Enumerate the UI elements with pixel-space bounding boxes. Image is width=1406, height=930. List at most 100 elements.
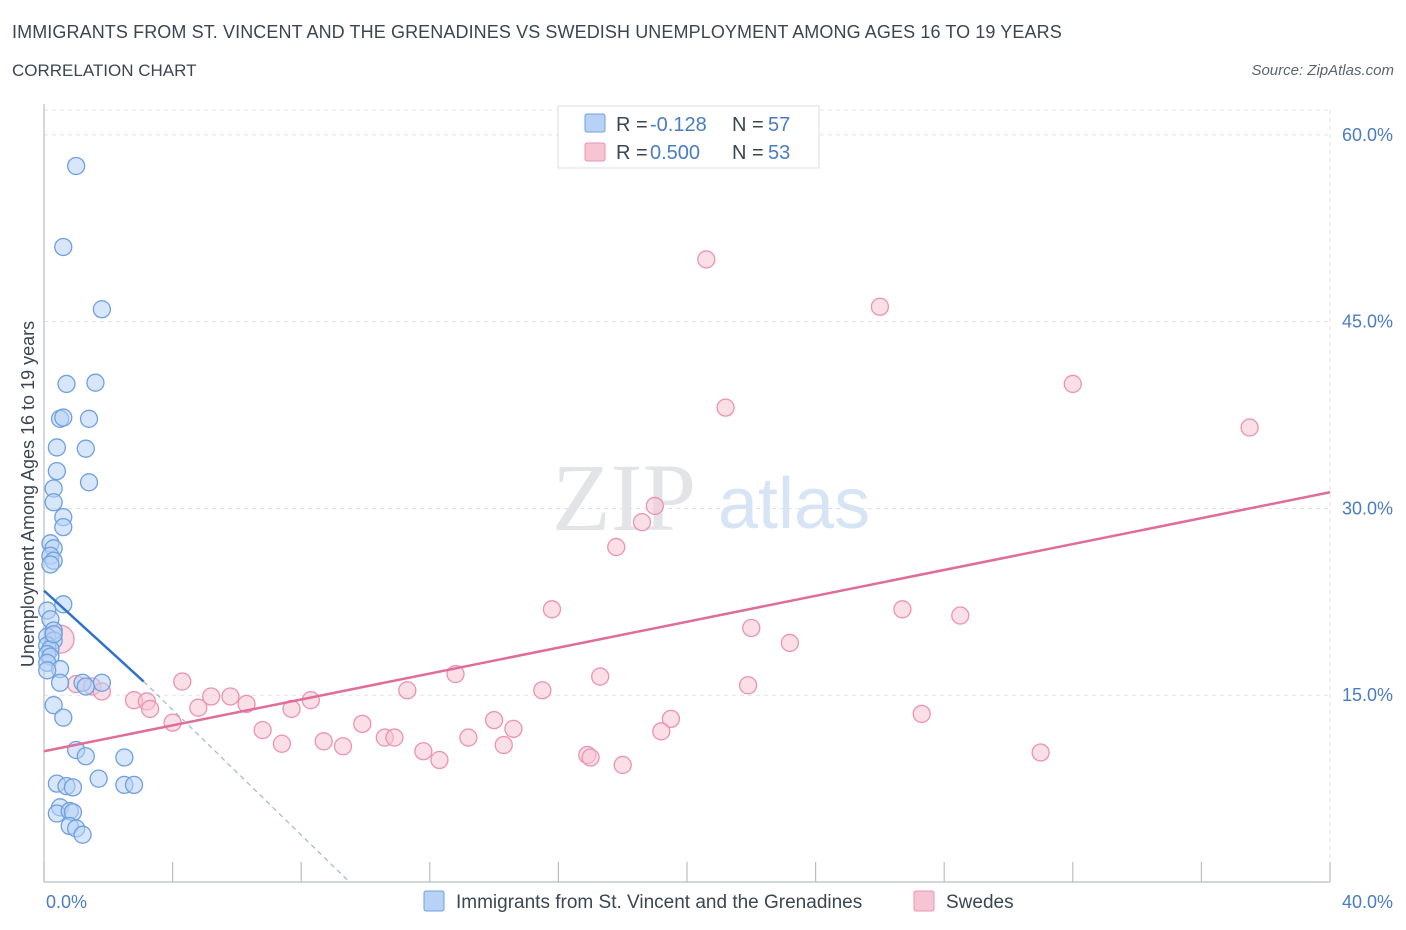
point-swedes	[870, 297, 890, 316]
x-tick-label: 40.0%	[1342, 892, 1393, 912]
point-immigrants	[54, 237, 73, 257]
point-swedes	[632, 512, 652, 532]
legend-r-value-1: -0.128	[650, 114, 707, 136]
point-immigrants	[67, 156, 86, 176]
legend-n-label-1: N =	[732, 114, 764, 136]
point-immigrants	[44, 625, 63, 644]
y-tick-label: 15.0%	[1342, 685, 1393, 705]
series-legend-swatch-pink	[913, 890, 935, 912]
point-swedes	[385, 728, 404, 747]
legend-swatch-pink	[584, 142, 606, 162]
trend-line-immigrants-extension	[143, 681, 350, 883]
point-immigrants	[54, 408, 73, 427]
point-swedes	[314, 732, 333, 751]
point-swedes	[697, 250, 716, 269]
point-immigrants	[41, 555, 60, 574]
series-legend: Immigrants from St. Vincent and the Gren…	[423, 890, 1014, 913]
x-tick-label: 0.0%	[46, 892, 87, 912]
point-immigrants	[89, 769, 108, 788]
point-immigrants	[115, 748, 134, 767]
series-legend-label-blue: Immigrants from St. Vincent and the Gren…	[456, 892, 862, 913]
watermark-atlas: atlas	[718, 464, 870, 544]
point-swedes	[1031, 743, 1050, 762]
point-immigrants	[54, 595, 73, 614]
watermark-zip: ZIP	[552, 444, 696, 551]
y-tick-label: 60.0%	[1342, 125, 1393, 145]
series-legend-swatch-blue	[423, 890, 445, 912]
legend-n-value-1: 57	[768, 114, 790, 136]
y-tick-label: 45.0%	[1342, 312, 1393, 332]
point-swedes	[221, 687, 240, 706]
point-swedes	[645, 496, 664, 516]
point-swedes	[607, 537, 626, 557]
point-swedes	[738, 676, 758, 695]
point-swedes	[189, 698, 208, 717]
point-swedes	[1063, 374, 1082, 394]
chart-subtitle: CORRELATION CHART	[12, 61, 197, 80]
point-immigrants	[44, 696, 63, 715]
point-immigrants	[76, 747, 95, 766]
point-swedes	[716, 398, 735, 417]
point-swedes	[652, 722, 671, 741]
trend-line-immigrants	[43, 589, 145, 683]
point-swedes	[591, 667, 610, 686]
point-immigrants	[54, 517, 73, 537]
point-swedes	[533, 681, 552, 700]
point-swedes	[398, 681, 417, 700]
point-immigrants	[124, 775, 144, 795]
point-immigrants	[92, 300, 112, 319]
y-tick-label: 30.0%	[1342, 498, 1393, 518]
point-swedes	[893, 600, 912, 619]
point-immigrants	[50, 673, 70, 692]
point-swedes	[661, 709, 681, 729]
point-immigrants	[79, 409, 99, 428]
legend-n-label-2: N =	[732, 142, 764, 164]
point-immigrants	[44, 493, 63, 512]
legend-r-label-2: R =	[616, 142, 648, 164]
legend-swatch-blue	[584, 113, 606, 133]
point-swedes	[202, 687, 221, 706]
point-swedes	[613, 755, 632, 775]
point-swedes	[163, 713, 182, 732]
point-immigrants	[63, 778, 83, 797]
trend-lines	[43, 491, 1331, 883]
legend-n-value-2: 53	[768, 142, 790, 164]
chart-title: IMMIGRANTS FROM ST. VINCENT AND THE GREN…	[12, 22, 1062, 42]
point-swedes	[542, 600, 562, 619]
point-immigrants	[47, 438, 67, 457]
point-immigrants	[57, 374, 76, 394]
point-swedes	[333, 737, 353, 756]
trend-line-swedes	[43, 491, 1331, 753]
point-swedes	[140, 699, 160, 719]
y-axis-title: Unemployment Among Ages 16 to 19 years	[18, 321, 38, 667]
point-swedes	[1240, 418, 1259, 437]
point-swedes	[173, 672, 192, 691]
point-swedes	[484, 710, 504, 730]
point-immigrants	[54, 708, 73, 727]
axes: 15.0% 30.0% 45.0% 60.0% 0.0% 40.0%	[43, 104, 1393, 912]
point-swedes	[780, 633, 800, 653]
point-immigrants	[76, 677, 95, 696]
point-swedes	[253, 720, 272, 740]
point-swedes	[494, 735, 513, 755]
point-swedes	[912, 704, 931, 724]
point-immigrants	[79, 473, 99, 492]
point-swedes	[504, 719, 523, 738]
point-swedes	[459, 728, 478, 747]
point-swedes	[430, 750, 449, 770]
point-swedes	[581, 748, 600, 767]
point-immigrants	[92, 673, 112, 692]
point-immigrants	[47, 461, 67, 481]
point-swedes	[237, 694, 256, 714]
point-swedes	[353, 714, 372, 734]
legend-r-value-2: 0.500	[650, 142, 700, 164]
series-legend-label-pink: Swedes	[946, 892, 1014, 913]
point-immigrants	[38, 661, 57, 680]
stats-legend: R = -0.128 N = 57 R = 0.500 N = 53	[557, 105, 820, 169]
legend-r-label-1: R =	[616, 114, 648, 136]
point-immigrants	[76, 439, 95, 458]
point-immigrants	[73, 825, 92, 844]
point-swedes	[301, 691, 320, 710]
data-points	[38, 156, 1259, 844]
